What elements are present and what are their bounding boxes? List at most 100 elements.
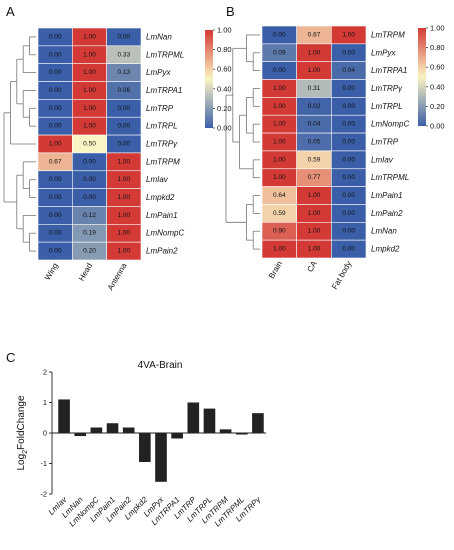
heatmap-cell-value: 0.00 xyxy=(83,158,96,165)
heatmap-cell-value: 1.00 xyxy=(118,230,131,237)
heatmap-cell-value: 1.00 xyxy=(273,85,286,92)
color-scale-tick-label: 1.00 xyxy=(430,24,445,33)
heatmap-column-label: Fat body xyxy=(330,260,353,291)
heatmap-cell-value: 0.09 xyxy=(273,49,286,56)
bar-chart-y-tick-label: -2 xyxy=(40,490,47,499)
heatmap-row-label: LmNan xyxy=(371,227,397,236)
heatmap-cell-value: 0.00 xyxy=(49,51,62,58)
bar-chart-y-tick-label: -1 xyxy=(40,459,47,468)
heatmap-cell-value: 0.00 xyxy=(49,33,62,40)
heatmap-cell-value: 1.00 xyxy=(118,212,131,219)
bar-LmIav xyxy=(58,399,70,433)
color-scale-tick-label: 0.40 xyxy=(430,82,445,91)
heatmap-cell-value: 0.00 xyxy=(342,228,355,235)
bar-chart-4va-brain: 4VA-BrainLog2FoldChange210-1-2LmIavLmNan… xyxy=(16,360,266,528)
heatmap-cell-value: 0.00 xyxy=(49,87,62,94)
bar-LmTRPM xyxy=(219,429,232,433)
heatmap-cell-value: 0.00 xyxy=(49,194,62,201)
heatmap-row-label: LmNompC xyxy=(146,229,184,238)
heatmap-cell-value: 0.67 xyxy=(49,158,62,165)
heatmap-cell-value: 0.00 xyxy=(273,67,286,74)
bar-LmTRPγ xyxy=(252,413,264,433)
heatmap-cell-value: 0.00 xyxy=(342,246,355,253)
color-scale-tick-label: 1.00 xyxy=(217,26,232,35)
heatmap-cell-value: 1.00 xyxy=(83,33,96,40)
heatmap-cell-value: 0.50 xyxy=(83,141,96,148)
bar-LmTRPL xyxy=(203,408,216,433)
panel-a-letter: A xyxy=(6,4,15,19)
heatmap-cell-value: 0.00 xyxy=(49,230,62,237)
heatmap-cell-value: 0.00 xyxy=(342,139,355,146)
heatmap-cell-value: 1.00 xyxy=(342,31,355,38)
heatmap-cell-value: 0.00 xyxy=(118,123,131,130)
heatmap-row-label: LmPain1 xyxy=(146,211,178,220)
heatmap-cell-value: 0.64 xyxy=(273,192,286,199)
color-scale-tick-label: 0.40 xyxy=(217,84,232,93)
color-scale-bar xyxy=(418,28,426,126)
heatmap-cell-value: 0.06 xyxy=(118,87,131,94)
heatmap-cell-value: 1.00 xyxy=(308,192,321,199)
color-scale-tick-label: 0.80 xyxy=(430,43,445,52)
heatmap-cell-value: 0.00 xyxy=(342,85,355,92)
bar-Lmpkd2 xyxy=(139,433,151,462)
heatmap-cell-value: 0.13 xyxy=(118,69,131,76)
heatmap-row-label: LmPain1 xyxy=(371,191,403,200)
color-scale-tick-label: 0.80 xyxy=(217,45,232,54)
heatmap-cell-value: 0.00 xyxy=(118,141,131,148)
heatmap-cell-value: 1.00 xyxy=(273,174,286,181)
heatmap-row-label: LmPyx xyxy=(371,48,396,57)
heatmap-cell-value: 1.00 xyxy=(118,158,131,165)
heatmap-cell-value: 1.00 xyxy=(308,246,321,253)
heatmap-row-label: LmPain2 xyxy=(146,247,178,256)
heatmap-row-label: LmTRP xyxy=(146,104,174,113)
bar-LmPain2 xyxy=(122,427,135,433)
heatmap-cell-value: 0.59 xyxy=(308,156,321,163)
heatmap-cell-value: 0.00 xyxy=(49,123,62,130)
bar-LmPyx xyxy=(155,433,167,482)
heatmap-column-label: Head xyxy=(77,262,94,283)
heatmap-row-label: LmTRPML xyxy=(146,50,184,59)
heatmap-cell-value: 1.00 xyxy=(83,123,96,130)
heatmap-cell-value: 0.00 xyxy=(49,212,62,219)
heatmap-cell-value: 1.00 xyxy=(118,194,131,201)
heatmap-cell-value: 0.00 xyxy=(118,105,131,112)
bar-chart-y-tick-label: 1 xyxy=(43,398,47,407)
heatmap-row-label: LmTRPM xyxy=(146,157,180,166)
heatmap-cell-value: 0.00 xyxy=(49,248,62,255)
color-scale-tick-label: 0.00 xyxy=(217,124,232,133)
heatmap-row-label: LmPain2 xyxy=(371,209,403,218)
heatmap-a: 0.00 1.00 0.00 LmNan 0.00 1.00 0.33 LmTRPML 0.00… xyxy=(3,26,232,292)
heatmap-cell-value: 0.00 xyxy=(83,194,96,201)
heatmap-cell-value: 1.00 xyxy=(308,210,321,217)
heatmap-cell-value: 0.00 xyxy=(49,105,62,112)
color-scale-tick-label: 0.20 xyxy=(430,102,445,111)
heatmap-cell-value: 1.00 xyxy=(118,248,131,255)
heatmap-cell-value: 0.59 xyxy=(273,210,286,217)
bar-LmNan xyxy=(74,433,87,437)
bar-LmTRPML xyxy=(235,433,248,435)
heatmap-cell-value: 0.02 xyxy=(308,103,321,110)
heatmap-cell-value: 0.05 xyxy=(308,139,321,146)
ylabel-log: Log xyxy=(16,454,27,471)
heatmap-cell xyxy=(106,241,142,261)
heatmap-cell-value: 0.00 xyxy=(118,33,131,40)
heatmap-row-label: Lmpkd2 xyxy=(146,193,175,202)
heatmap-cell-value: 0.19 xyxy=(83,230,96,237)
heatmap-row-label: LmTRPγ xyxy=(371,84,403,93)
heatmap-row-label: LmTRP xyxy=(371,138,399,147)
heatmap-cell-value: 0.33 xyxy=(118,51,131,58)
heatmap-cell-value: 0.67 xyxy=(308,31,321,38)
heatmap-column-label: Antenna xyxy=(106,261,129,292)
heatmap-cell-value: 1.00 xyxy=(308,228,321,235)
heatmap-row-label: LmTRPA1 xyxy=(146,86,182,95)
heatmap-cell-value: 0.12 xyxy=(83,212,96,219)
heatmap-cell-value: 1.00 xyxy=(83,105,96,112)
heatmap-row-label: LmIav xyxy=(371,155,394,164)
heatmap-cell-value: 1.00 xyxy=(308,49,321,56)
heatmap-row-label: LmTRPM xyxy=(371,30,405,39)
color-scale-tick-label: 0.00 xyxy=(430,122,445,131)
heatmap-cell-value: 1.00 xyxy=(308,67,321,74)
bar-chart-y-tick-label: 0 xyxy=(43,429,47,438)
color-scale-tick-label: 0.20 xyxy=(217,104,232,113)
heatmap-cell-value: 0.20 xyxy=(83,248,96,255)
